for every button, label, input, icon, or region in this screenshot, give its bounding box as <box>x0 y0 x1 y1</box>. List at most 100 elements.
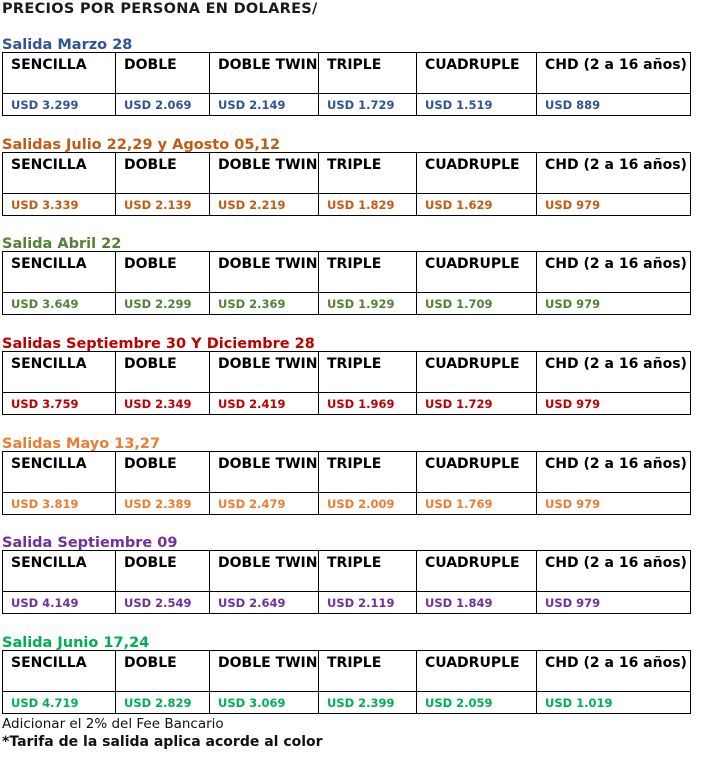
price-row: USD 3.299 USD 2.069 USD 2.149 USD 1.729 USD … <box>2 93 691 116</box>
price-table: SENCILLA DOBLE DOBLE TWIN TRIPLE CUADRUPLE CH… <box>2 52 691 116</box>
section-title: Salidas Julio 22,29 y Agosto 05,12 <box>2 137 281 153</box>
section-title: Salida Septiembre 09 <box>2 535 178 551</box>
price-cell: USD 2.419 <box>209 392 319 415</box>
price-cell: USD 2.389 <box>115 492 210 515</box>
header-cell: CHD (2 a 16 años) <box>536 152 691 194</box>
header-row: SENCILLA DOBLE DOBLE TWIN TRIPLE CUADRUPLE CH… <box>2 451 691 493</box>
price-cell: USD 3.339 <box>2 193 116 216</box>
header-cell: DOBLE <box>115 650 210 692</box>
price-cell: USD 2.369 <box>209 292 319 315</box>
price-cell: USD 889 <box>536 93 691 116</box>
header-cell: DOBLE TWIN <box>209 550 319 592</box>
header-cell: CHD (2 a 16 años) <box>536 650 691 692</box>
header-row: SENCILLA DOBLE DOBLE TWIN TRIPLE CUADRUPLE CH… <box>2 650 691 692</box>
price-table: SENCILLA DOBLE DOBLE TWIN TRIPLE CUADRUPLE CH… <box>2 351 691 415</box>
header-row: SENCILLA DOBLE DOBLE TWIN TRIPLE CUADRUPLE CH… <box>2 251 691 293</box>
price-cell: USD 2.479 <box>209 492 319 515</box>
header-cell: CUADRUPLE <box>416 650 537 692</box>
bank-fee-note: Adicionar el 2% del Fee Bancario <box>2 716 224 732</box>
price-cell: USD 2.139 <box>115 193 210 216</box>
header-cell: DOBLE TWIN <box>209 52 319 94</box>
header-row: SENCILLA DOBLE DOBLE TWIN TRIPLE CUADRUPLE CH… <box>2 550 691 592</box>
price-cell: USD 979 <box>536 492 691 515</box>
price-cell: USD 2.009 <box>318 492 417 515</box>
page-title: PRECIOS POR PERSONA EN DOLARES/ <box>2 1 318 17</box>
header-cell: SENCILLA <box>2 351 116 393</box>
header-cell: DOBLE TWIN <box>209 451 319 493</box>
header-cell: CUADRUPLE <box>416 251 537 293</box>
price-cell: USD 1.849 <box>416 591 537 614</box>
header-cell: DOBLE TWIN <box>209 152 319 194</box>
price-cell: USD 1.969 <box>318 392 417 415</box>
header-row: SENCILLA DOBLE DOBLE TWIN TRIPLE CUADRUPLE CH… <box>2 351 691 393</box>
price-cell: USD 2.149 <box>209 93 319 116</box>
price-cell: USD 2.349 <box>115 392 210 415</box>
price-cell: USD 979 <box>536 193 691 216</box>
header-cell: DOBLE <box>115 550 210 592</box>
price-cell: USD 2.829 <box>115 691 210 714</box>
price-cell: USD 1.519 <box>416 93 537 116</box>
header-cell: CHD (2 a 16 años) <box>536 52 691 94</box>
price-cell: USD 2.549 <box>115 591 210 614</box>
price-row: USD 3.339 USD 2.139 USD 2.219 USD 1.829 USD … <box>2 193 691 216</box>
header-row: SENCILLA DOBLE DOBLE TWIN TRIPLE CUADRUPLE CH… <box>2 152 691 194</box>
section-title: Salida Abril 22 <box>2 236 122 252</box>
price-cell: USD 2.299 <box>115 292 210 315</box>
header-cell: CUADRUPLE <box>416 351 537 393</box>
price-table: SENCILLA DOBLE DOBLE TWIN TRIPLE CUADRUPLE CH… <box>2 152 691 216</box>
header-cell: DOBLE <box>115 152 210 194</box>
price-cell: USD 1.019 <box>536 691 691 714</box>
price-cell: USD 4.719 <box>2 691 116 714</box>
header-cell: SENCILLA <box>2 152 116 194</box>
header-cell: DOBLE TWIN <box>209 251 319 293</box>
header-row: SENCILLA DOBLE DOBLE TWIN TRIPLE CUADRUPLE CH… <box>2 52 691 94</box>
header-cell: TRIPLE <box>318 52 417 94</box>
price-cell: USD 2.119 <box>318 591 417 614</box>
header-cell: DOBLE <box>115 251 210 293</box>
header-cell: CUADRUPLE <box>416 550 537 592</box>
price-cell: USD 3.649 <box>2 292 116 315</box>
price-cell: USD 3.069 <box>209 691 319 714</box>
header-cell: DOBLE <box>115 52 210 94</box>
price-cell: USD 3.299 <box>2 93 116 116</box>
header-cell: DOBLE <box>115 351 210 393</box>
price-table: SENCILLA DOBLE DOBLE TWIN TRIPLE CUADRUPLE CH… <box>2 650 691 714</box>
price-cell: USD 2.059 <box>416 691 537 714</box>
header-cell: TRIPLE <box>318 351 417 393</box>
header-cell: CHD (2 a 16 años) <box>536 550 691 592</box>
header-cell: DOBLE <box>115 451 210 493</box>
price-cell: USD 1.709 <box>416 292 537 315</box>
section-title: Salida Marzo 28 <box>2 37 133 53</box>
header-cell: SENCILLA <box>2 650 116 692</box>
header-cell: CUADRUPLE <box>416 52 537 94</box>
price-cell: USD 979 <box>536 292 691 315</box>
price-cell: USD 4.149 <box>2 591 116 614</box>
price-cell: USD 1.729 <box>416 392 537 415</box>
price-cell: USD 2.649 <box>209 591 319 614</box>
price-cell: USD 1.829 <box>318 193 417 216</box>
header-cell: SENCILLA <box>2 52 116 94</box>
color-tariff-note: *Tarifa de la salida aplica acorde al co… <box>2 734 323 750</box>
price-row: USD 4.149 USD 2.549 USD 2.649 USD 2.119 USD … <box>2 591 691 614</box>
price-cell: USD 3.759 <box>2 392 116 415</box>
section-title: Salidas Mayo 13,27 <box>2 436 161 452</box>
header-cell: TRIPLE <box>318 650 417 692</box>
header-cell: TRIPLE <box>318 550 417 592</box>
price-table: SENCILLA DOBLE DOBLE TWIN TRIPLE CUADRUPLE CH… <box>2 451 691 515</box>
header-cell: TRIPLE <box>318 251 417 293</box>
price-row: USD 4.719 USD 2.829 USD 3.069 USD 2.399 USD … <box>2 691 691 714</box>
price-cell: USD 2.069 <box>115 93 210 116</box>
header-cell: CHD (2 a 16 años) <box>536 451 691 493</box>
price-row: USD 3.649 USD 2.299 USD 2.369 USD 1.929 USD … <box>2 292 691 315</box>
price-cell: USD 3.819 <box>2 492 116 515</box>
header-cell: DOBLE TWIN <box>209 650 319 692</box>
price-cell: USD 2.219 <box>209 193 319 216</box>
header-cell: SENCILLA <box>2 550 116 592</box>
price-cell: USD 1.929 <box>318 292 417 315</box>
header-cell: TRIPLE <box>318 152 417 194</box>
header-cell: CHD (2 a 16 años) <box>536 351 691 393</box>
price-table: SENCILLA DOBLE DOBLE TWIN TRIPLE CUADRUPLE CH… <box>2 251 691 315</box>
header-cell: SENCILLA <box>2 251 116 293</box>
price-cell: USD 979 <box>536 392 691 415</box>
price-row: USD 3.819 USD 2.389 USD 2.479 USD 2.009 USD … <box>2 492 691 515</box>
